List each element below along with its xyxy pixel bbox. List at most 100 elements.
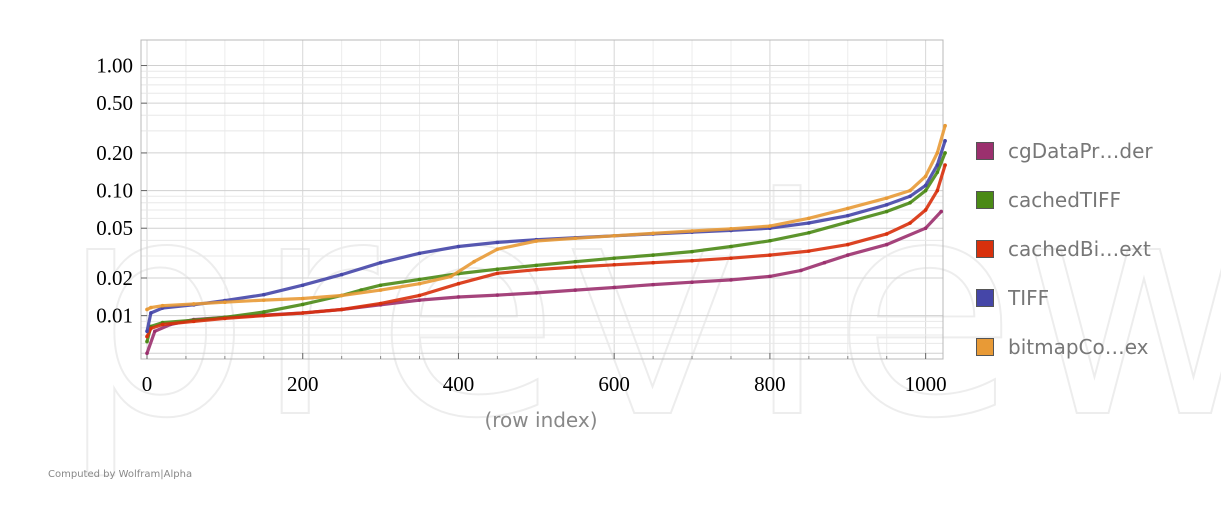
- x-axis-label: (row index): [484, 408, 597, 432]
- data-point: [149, 305, 153, 310]
- data-point: [534, 263, 539, 268]
- legend-swatch: [976, 337, 994, 356]
- data-point: [495, 267, 500, 272]
- data-point: [943, 139, 947, 143]
- footer-credit: Computed by Wolfram|Alpha: [48, 469, 193, 480]
- x-tick-label: 1000: [905, 372, 947, 396]
- data-point: [160, 303, 165, 308]
- data-point: [935, 163, 940, 167]
- data-point: [799, 268, 803, 273]
- data-point: [223, 316, 227, 321]
- data-point: [729, 278, 733, 282]
- data-point: [152, 329, 157, 334]
- data-point: [845, 253, 850, 257]
- data-point: [300, 311, 305, 315]
- data-point: [690, 280, 694, 285]
- data-point: [807, 221, 811, 225]
- data-point: [417, 251, 422, 256]
- data-point: [261, 313, 266, 318]
- data-point: [807, 230, 811, 235]
- data-point: [261, 310, 266, 314]
- data-point: [939, 209, 944, 214]
- data-point: [456, 295, 461, 299]
- legend-label: bitmapCo…ex: [1008, 334, 1149, 359]
- data-point: [935, 188, 940, 193]
- data-point: [472, 259, 476, 264]
- legend-item: cgDataPr…der: [976, 126, 1176, 175]
- data-point: [943, 151, 947, 155]
- data-point: [378, 301, 383, 306]
- data-point: [768, 238, 772, 243]
- data-point: [612, 256, 616, 260]
- data-point: [456, 244, 461, 249]
- data-point: [378, 288, 383, 292]
- data-point: [729, 244, 733, 249]
- legend-item: cachedBi…ext: [976, 224, 1176, 273]
- data-point: [149, 311, 153, 315]
- data-point: [534, 291, 539, 295]
- data-point: [448, 274, 453, 279]
- data-point: [339, 272, 344, 277]
- data-point: [845, 242, 850, 247]
- data-point: [923, 188, 928, 193]
- y-tick-label: 0.05: [96, 216, 133, 240]
- data-point: [651, 253, 655, 257]
- data-point: [908, 200, 912, 205]
- data-point: [191, 302, 196, 306]
- x-tick-label: 200: [287, 372, 319, 396]
- data-point: [612, 285, 616, 290]
- data-point: [908, 188, 912, 193]
- series-3: [145, 139, 947, 334]
- data-point: [495, 240, 500, 245]
- legend-swatch: [976, 288, 994, 307]
- legend-item: bitmapCo…ex: [976, 322, 1176, 371]
- data-point: [300, 296, 305, 301]
- data-point: [339, 293, 344, 298]
- data-point: [923, 174, 928, 179]
- data-point: [191, 319, 196, 324]
- data-point: [359, 288, 363, 292]
- legend: cgDataPr…der cachedTIFF cachedBi…ext TIFF bi…: [976, 126, 1176, 371]
- data-point: [495, 247, 500, 251]
- data-point: [884, 202, 889, 207]
- series-line: [145, 209, 943, 355]
- data-point: [923, 208, 928, 212]
- data-point: [145, 329, 149, 334]
- data-point: [149, 326, 153, 331]
- data-point: [943, 123, 947, 128]
- series-4: [145, 123, 947, 312]
- data-point: [690, 229, 694, 233]
- data-point: [261, 298, 266, 302]
- data-point: [612, 233, 616, 238]
- data-point: [495, 271, 500, 276]
- data-point: [908, 221, 912, 225]
- x-tick-label: 600: [598, 372, 630, 396]
- data-point: [261, 292, 266, 297]
- y-tick-label: 0.20: [96, 141, 133, 165]
- data-point: [145, 334, 149, 339]
- data-point: [651, 231, 655, 236]
- series-line: [145, 163, 947, 339]
- series-group: [145, 123, 947, 356]
- data-point: [145, 339, 149, 344]
- data-point: [573, 259, 578, 264]
- y-tick-label: 0.01: [96, 304, 133, 328]
- data-point: [807, 216, 811, 221]
- data-point: [822, 260, 827, 265]
- data-point: [417, 293, 422, 298]
- y-tick-label: 1.00: [96, 54, 133, 78]
- data-point: [935, 170, 940, 175]
- axis-labels: 0.01 0.02 0.05 0.10 0.20 0.50 1.00 0 200 400 600 80…: [96, 54, 946, 432]
- x-tick-label: 400: [443, 372, 475, 396]
- legend-item: cachedTIFF: [976, 175, 1176, 224]
- x-tick-label: 0: [142, 372, 153, 396]
- legend-swatch: [976, 141, 994, 160]
- data-point: [417, 298, 422, 302]
- legend-label: cachedBi…ext: [1008, 236, 1151, 261]
- plot-frame: [140, 39, 944, 360]
- data-point: [300, 283, 305, 288]
- data-point: [534, 267, 539, 272]
- data-point: [729, 226, 733, 231]
- y-tick-label: 0.50: [96, 91, 133, 115]
